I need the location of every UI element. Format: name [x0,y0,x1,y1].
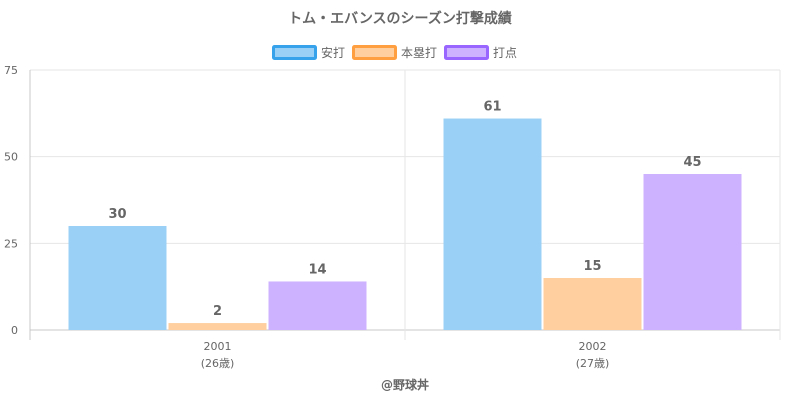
x-tick-label-age: (27歳) [576,357,610,370]
x-tick-label-year: 2002 [579,340,607,353]
value-label-rbi-2001: 14 [308,262,326,277]
value-labels: 30 2 14 61 15 45 [108,100,701,320]
bar-hits-2001[interactable] [68,226,167,330]
legend-swatch-hits [272,45,317,60]
y-tick-label: 75 [4,64,18,77]
bars [68,118,742,331]
y-axis-ticks: 0 25 50 75 [4,64,18,337]
bar-home-runs-2002[interactable] [543,278,642,330]
value-label-hits-2002: 61 [483,100,501,115]
x-tick-label-age: (26歳) [201,357,235,370]
legend-item-rbi[interactable]: 打点 [444,45,518,60]
bar-hits-2002[interactable] [443,118,542,331]
legend-swatch-home-runs [352,45,397,60]
value-label-home-runs-2002: 15 [583,259,601,274]
y-tick-label: 0 [11,324,18,337]
legend-swatch-rbi [444,45,489,60]
legend-item-hits[interactable]: 安打 [272,45,346,60]
legend: 安打 本塁打 打点 [272,45,518,60]
value-label-home-runs-2001: 2 [213,304,222,319]
legend-item-home-runs[interactable]: 本塁打 [352,45,438,60]
x-tick-label-year: 2001 [204,340,232,353]
credit-label: @野球丼 [381,377,429,392]
bar-home-runs-2001[interactable] [168,323,267,330]
bar-rbi-2002[interactable] [643,174,742,330]
chart-title: トム・エバンスのシーズン打撃成績 [288,10,512,27]
bar-rbi-2001[interactable] [268,281,367,330]
legend-label-hits: 安打 [321,45,345,60]
y-tick-label: 25 [4,237,18,250]
x-axis-ticks: 2001 (26歳) 2002 (27歳) [201,340,610,370]
legend-label-rbi: 打点 [493,46,517,60]
y-tick-label: 50 [4,151,18,164]
value-label-rbi-2002: 45 [683,155,701,170]
value-label-hits-2001: 30 [108,207,126,222]
legend-label-home-runs: 本塁打 [401,46,437,60]
